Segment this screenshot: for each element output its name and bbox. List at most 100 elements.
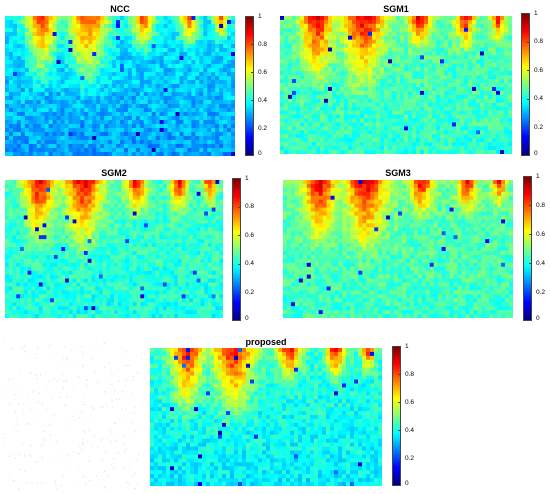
heatmap-cell <box>400 122 405 127</box>
heatmap-cell <box>38 207 43 212</box>
heatmap-cell <box>304 98 309 104</box>
heatmap-cell <box>452 67 457 72</box>
heatmap-cell <box>344 55 349 60</box>
heatmap-cell <box>102 235 107 240</box>
heatmap-cell <box>428 51 433 56</box>
heatmap-cell <box>50 215 55 220</box>
heatmap-cell <box>108 20 113 25</box>
heatmap-cell <box>135 76 141 81</box>
heatmap-cell <box>8 44 14 49</box>
heatmap-cell <box>480 67 485 72</box>
heatmap-cell <box>123 56 129 61</box>
heatmap-cell <box>143 28 149 33</box>
heatmap-cell <box>28 56 34 61</box>
heatmap-cell <box>420 86 425 92</box>
heatmap-cell <box>227 120 232 125</box>
heatmap-cell <box>336 102 341 108</box>
heatmap-cell <box>166 195 171 201</box>
heatmap-cell <box>464 39 469 44</box>
heatmap-cell <box>448 118 453 123</box>
heatmap-cell <box>388 98 393 104</box>
heatmap-cell <box>80 195 85 201</box>
heatmap-cell <box>196 180 201 185</box>
heatmap-cell <box>147 152 153 156</box>
heatmap-cell <box>88 152 93 156</box>
heatmap-cell <box>32 80 38 85</box>
heatmap-cell <box>219 36 224 41</box>
heatmap-cell <box>24 148 30 153</box>
heatmap-cell <box>56 148 61 153</box>
heatmap-cell <box>372 71 377 76</box>
heatmap-cell <box>195 120 200 125</box>
heatmap-cell <box>288 23 293 29</box>
heatmap-cell <box>428 31 433 37</box>
heatmap-cell <box>308 31 313 37</box>
heatmap-cell <box>348 114 353 119</box>
heatmap-cell <box>100 148 105 153</box>
heatmap-cell <box>123 36 129 41</box>
heatmap-cell <box>300 86 305 92</box>
heatmap-cell <box>496 67 501 72</box>
heatmap-cell <box>408 19 413 25</box>
heatmap-cell <box>284 23 289 29</box>
heatmap-cell <box>5 40 10 45</box>
heatmap-cell <box>139 52 145 57</box>
heatmap-cell <box>500 122 505 127</box>
heatmap-cell <box>167 24 172 29</box>
heatmap-cell <box>211 207 216 212</box>
heatmap-cell <box>100 56 105 61</box>
heatmap-cell <box>195 60 200 65</box>
heatmap-cell <box>191 76 196 81</box>
heatmap-cell <box>408 67 413 72</box>
heatmap-cell <box>40 68 46 73</box>
heatmap-cell <box>436 55 441 60</box>
heatmap-cell <box>227 124 232 129</box>
heatmap-cell <box>416 146 421 151</box>
heatmap-cell <box>171 20 176 25</box>
heatmap-cell <box>175 40 180 45</box>
heatmap-cell <box>320 31 325 37</box>
heatmap-cell <box>332 90 337 96</box>
heatmap-cell <box>92 52 97 57</box>
heatmap-cell <box>207 136 212 141</box>
heatmap-cell <box>87 199 92 205</box>
heatmap-cell <box>191 36 196 41</box>
heatmap-cell <box>129 199 134 205</box>
heatmap-cell <box>292 83 297 88</box>
heatmap-cell <box>36 152 42 156</box>
heatmap-cell <box>46 231 51 236</box>
heatmap-cell <box>496 122 501 127</box>
heatmap-cell <box>136 187 141 193</box>
heatmap-cell <box>316 102 321 108</box>
heatmap-cell <box>127 52 133 57</box>
heatmap-cell <box>380 142 385 147</box>
heatmap-cell <box>83 187 89 193</box>
heatmap-cell <box>412 118 417 123</box>
heatmap-cell <box>80 16 85 21</box>
heatmap-cell <box>456 106 461 112</box>
heatmap-cell <box>166 183 171 189</box>
heatmap-cell <box>16 223 21 228</box>
heatmap-cell <box>64 124 69 129</box>
heatmap-cell <box>496 31 501 37</box>
heatmap-cell <box>5 136 10 141</box>
heatmap-cell <box>480 31 485 37</box>
heatmap-cell <box>48 36 53 41</box>
heatmap-cell <box>179 132 184 137</box>
heatmap-cell <box>87 180 92 185</box>
heatmap-cell <box>392 94 397 100</box>
heatmap-cell <box>476 51 481 56</box>
heatmap-cell <box>284 47 289 52</box>
heatmap-cell <box>68 227 74 232</box>
heatmap-cell <box>368 43 373 48</box>
heatmap-cell <box>123 84 129 89</box>
heatmap-cell <box>108 48 113 53</box>
heatmap-cell <box>112 112 117 117</box>
heatmap-cell <box>16 215 21 220</box>
heatmap-cell <box>91 223 96 228</box>
heatmap-cell <box>227 148 232 153</box>
heatmap-cell <box>336 134 341 139</box>
heatmap-cell <box>424 146 429 151</box>
heatmap-cell <box>147 120 153 125</box>
heatmap-cell <box>207 92 212 97</box>
